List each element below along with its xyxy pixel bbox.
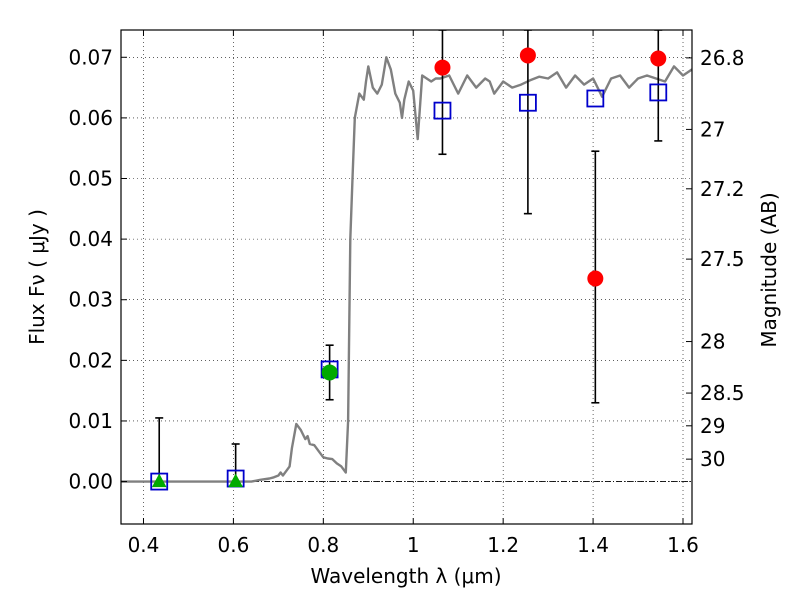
x-tick-label: 1 — [407, 533, 420, 557]
observed-flux-point — [650, 50, 667, 67]
y-tick-label: 0.05 — [68, 167, 113, 191]
y-tick-label: 0.03 — [68, 288, 113, 312]
plot-frame — [120, 29, 693, 525]
model-photometry-square — [433, 101, 452, 120]
data-area — [121, 30, 692, 491]
x-tick-label: 1.4 — [577, 533, 609, 557]
x-tick-label: 0.4 — [128, 533, 160, 557]
x-tick-label: 0.6 — [217, 533, 249, 557]
model-spectrum-line — [121, 56, 692, 483]
model-photometry-square — [518, 93, 537, 112]
observed-flux-point — [434, 59, 451, 76]
right-tick-label: 29 — [700, 414, 725, 438]
right-tick-label: 30 — [700, 447, 725, 471]
model-photometry-square — [586, 89, 605, 108]
x-axis-label: Wavelength λ (μm) — [310, 564, 501, 588]
right-tick-label: 28 — [700, 330, 725, 354]
right-tick-label: 27.5 — [700, 247, 745, 271]
observed-flux-point — [587, 270, 604, 287]
y-tick-label: 0.04 — [68, 227, 113, 251]
y-tick-label: 0.01 — [68, 409, 113, 433]
right-tick-label: 27.2 — [700, 177, 745, 201]
right-axis-label: Magnitude (AB) — [757, 192, 781, 347]
x-tick-label: 1.2 — [487, 533, 519, 557]
x-tick-label: 0.8 — [307, 533, 339, 557]
observed-flux-point — [519, 47, 536, 64]
right-tick-label: 28.5 — [700, 381, 745, 405]
y-tick-label: 0.07 — [68, 45, 113, 69]
right-tick-label: 27 — [700, 117, 725, 141]
upper-limit-triangle — [151, 473, 167, 488]
y-tick-label: 0.06 — [68, 106, 113, 130]
plot-background — [121, 30, 692, 524]
x-tick-label: 1.6 — [667, 533, 699, 557]
y-tick-label: 0.00 — [68, 470, 113, 494]
y-axis-label: Flux Fν ( μJy ) — [25, 209, 49, 345]
tick-labels: 0.4 0.6 0.8 1 1.2 1.4 1.6 0.00 0.01 0.02 0.03 0.04 0… — [68, 45, 744, 557]
y-tick-label: 0.02 — [68, 348, 113, 372]
observed-flux-point — [321, 364, 338, 381]
axis-ticks — [121, 30, 692, 524]
right-tick-label: 26.8 — [700, 46, 745, 70]
model-photometry-square — [649, 83, 668, 102]
upper-limit-triangle — [228, 473, 243, 488]
